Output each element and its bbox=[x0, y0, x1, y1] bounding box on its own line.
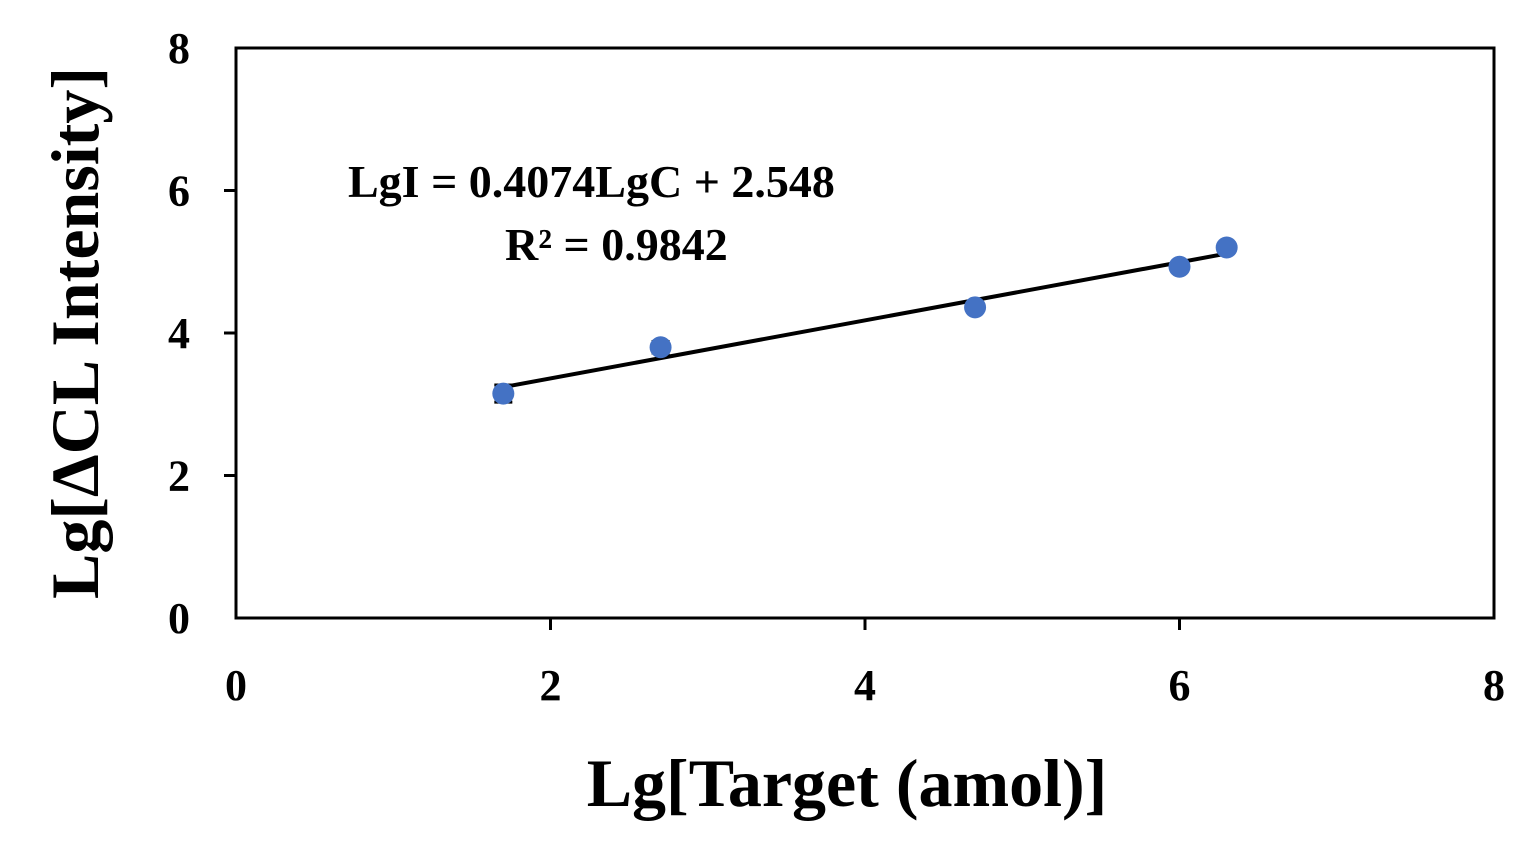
y-tick-label: 2 bbox=[168, 452, 190, 501]
data-point bbox=[1168, 255, 1191, 278]
data-points bbox=[492, 236, 1238, 405]
trendline bbox=[502, 251, 1228, 390]
data-point bbox=[492, 382, 515, 405]
x-tick-label: 0 bbox=[225, 661, 247, 710]
y-tick-label: 6 bbox=[168, 167, 190, 216]
y-tick-label: 8 bbox=[168, 24, 190, 73]
y-tick-label: 0 bbox=[168, 594, 190, 643]
y-tick-label: 4 bbox=[168, 309, 190, 358]
x-tick-label: 2 bbox=[540, 661, 562, 710]
x-tick-label: 4 bbox=[854, 661, 876, 710]
plot-frame bbox=[234, 46, 1496, 620]
r-squared-label: R² = 0.9842 bbox=[505, 219, 728, 270]
x-tick-label: 6 bbox=[1169, 661, 1191, 710]
data-point bbox=[964, 296, 987, 319]
y-axis-ticks: 0 2 4 6 8 bbox=[168, 24, 236, 643]
trendline-group bbox=[502, 251, 1228, 390]
data-point bbox=[1215, 236, 1238, 259]
data-point bbox=[649, 336, 672, 359]
equation-label: LgI = 0.4074LgC + 2.548 bbox=[348, 156, 835, 207]
y-axis-title: Lg[ΔCL Intensity] bbox=[37, 67, 113, 599]
x-axis-title: Lg[Target (amol)] bbox=[587, 745, 1108, 821]
x-axis-ticks: 0 2 4 6 8 bbox=[225, 618, 1505, 710]
x-tick-label: 8 bbox=[1483, 661, 1505, 710]
